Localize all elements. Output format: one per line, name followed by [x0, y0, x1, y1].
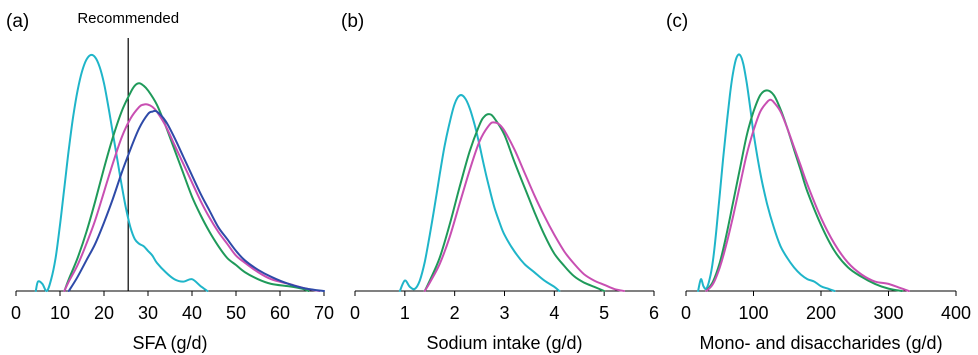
x-tick-label: 3 [499, 303, 509, 323]
series-line-1 [398, 94, 561, 292]
series-line-3 [423, 121, 626, 292]
x-tick-label: 0 [681, 303, 691, 323]
x-tick-label: 10 [50, 303, 70, 323]
panel-label: (a) [6, 11, 29, 32]
x-tick-label: 400 [941, 303, 971, 323]
x-tick-label: 70 [314, 303, 334, 323]
x-axis-title: SFA (g/d) [132, 333, 207, 353]
series-line-3 [705, 98, 910, 292]
chart-panel-1: (a) 0 10 20 30 40 50 60 70 SFA (g/d) Recommended [6, 10, 334, 353]
x-tick-label: 5 [599, 303, 609, 323]
series-line-1 [697, 53, 836, 292]
series-line-2 [705, 89, 903, 292]
x-tick-label: 60 [270, 303, 290, 323]
recommended-label: Recommended [77, 10, 179, 27]
x-tick-label: 20 [94, 303, 114, 323]
series-line-2 [63, 82, 310, 292]
x-tick-label: 300 [873, 303, 903, 323]
x-tick-label: 50 [226, 303, 246, 323]
chart-panel-2: (b) 0 1 2 3 4 5 6 Sodium intake (g/d) [341, 11, 659, 353]
series-line-4 [67, 109, 325, 292]
x-tick-label: 200 [806, 303, 836, 323]
x-tick-label: 100 [738, 303, 768, 323]
x-tick-label: 4 [549, 303, 559, 323]
x-axis-title: Mono- and disaccharides (g/d) [699, 333, 942, 353]
panel-label: (c) [666, 11, 688, 32]
panel-label: (b) [341, 11, 364, 32]
x-tick-label: 30 [138, 303, 158, 323]
series-line-1 [34, 53, 209, 293]
x-axis-title: Sodium intake (g/d) [426, 333, 582, 353]
x-tick-label: 40 [182, 303, 202, 323]
x-tick-label: 0 [350, 303, 360, 323]
x-tick-label: 0 [11, 303, 21, 323]
series-line-2 [423, 113, 606, 292]
chart-panel-3: (c) 0 100 200 300 400 Mono- and disaccharides … [666, 11, 971, 353]
x-tick-label: 2 [450, 303, 460, 323]
series-line-3 [63, 103, 321, 292]
x-tick-label: 1 [400, 303, 410, 323]
x-tick-label: 6 [649, 303, 659, 323]
